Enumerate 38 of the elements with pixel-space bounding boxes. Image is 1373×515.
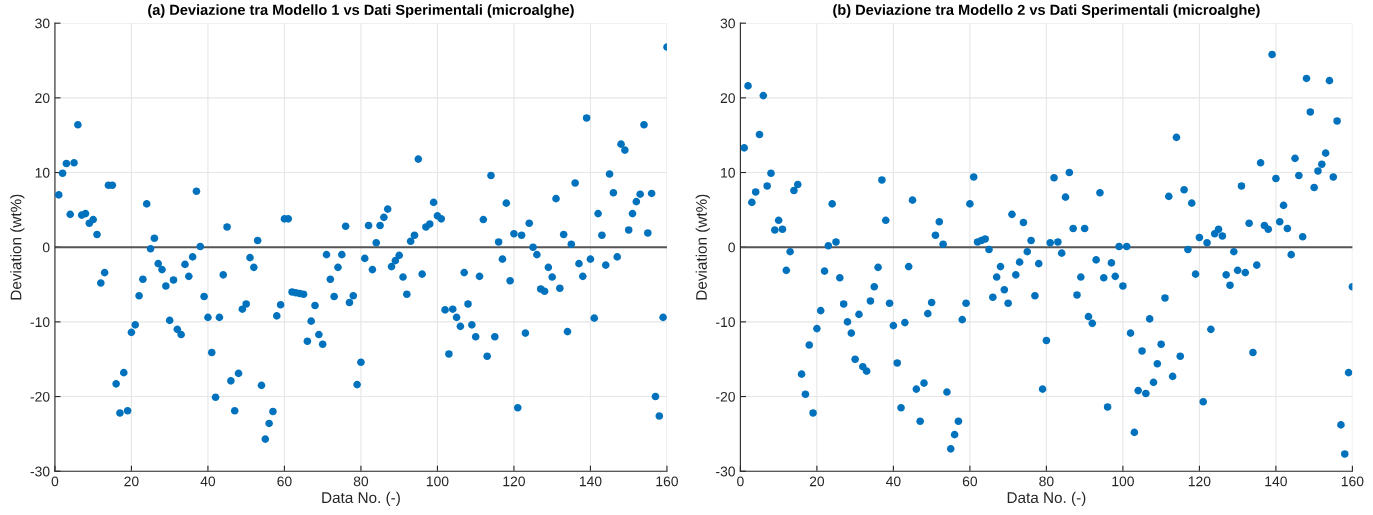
x-tick-label: 40 bbox=[885, 476, 901, 487]
y-tick-label: 20 bbox=[35, 93, 50, 104]
y-tick-label: -20 bbox=[30, 391, 50, 402]
x-tick-label: 20 bbox=[809, 476, 825, 487]
y-tick-label: 0 bbox=[42, 242, 50, 253]
x-tick-label: 60 bbox=[962, 476, 978, 487]
chart-title: (b) Deviazione tra Modello 2 vs Dati Sperimentali (microalghe) bbox=[833, 4, 1260, 18]
x-tick-label: 140 bbox=[579, 476, 602, 487]
y-tick-label: 10 bbox=[721, 167, 735, 178]
x-axis-title: Data No. (-) bbox=[1007, 491, 1086, 507]
x-tick-label: 160 bbox=[1341, 476, 1364, 487]
x-tick-label: 160 bbox=[656, 476, 678, 487]
y-tick-label: 30 bbox=[35, 18, 50, 29]
x-tick-label: 140 bbox=[1265, 476, 1287, 487]
y-tick-label: -30 bbox=[716, 466, 735, 477]
x-tick-label: 20 bbox=[124, 476, 139, 487]
x-tick-label: 0 bbox=[51, 476, 59, 487]
x-tick-label: 100 bbox=[426, 476, 449, 487]
y-tick-label: 20 bbox=[720, 93, 735, 104]
x-tick-label: 120 bbox=[1188, 476, 1211, 487]
y-tick-label: -10 bbox=[716, 317, 735, 328]
x-axis-title: Data No. (-) bbox=[322, 491, 400, 507]
x-tick-label: 40 bbox=[200, 476, 216, 487]
y-axis-title: Deviation (wt%) bbox=[695, 194, 710, 300]
chart-title: (a) Deviazione tra Modello 1 vs Dati Sperimentali (microalghe) bbox=[148, 4, 574, 18]
y-tick-label: 30 bbox=[720, 18, 735, 29]
x-tick-label: 80 bbox=[353, 476, 369, 487]
x-tick-label: 120 bbox=[503, 476, 525, 487]
y-tick-label: -10 bbox=[30, 317, 50, 328]
x-tick-label: 80 bbox=[1039, 476, 1054, 487]
x-tick-label: 100 bbox=[1112, 476, 1134, 487]
x-tick-label: 0 bbox=[737, 476, 744, 487]
y-tick-label: 0 bbox=[728, 242, 735, 253]
y-axis-title: Deviation (wt%) bbox=[10, 194, 25, 300]
y-tick-label: 10 bbox=[35, 167, 50, 178]
y-tick-label: -20 bbox=[716, 391, 735, 402]
x-tick-label: 60 bbox=[277, 476, 292, 487]
y-tick-label: -30 bbox=[30, 466, 50, 477]
